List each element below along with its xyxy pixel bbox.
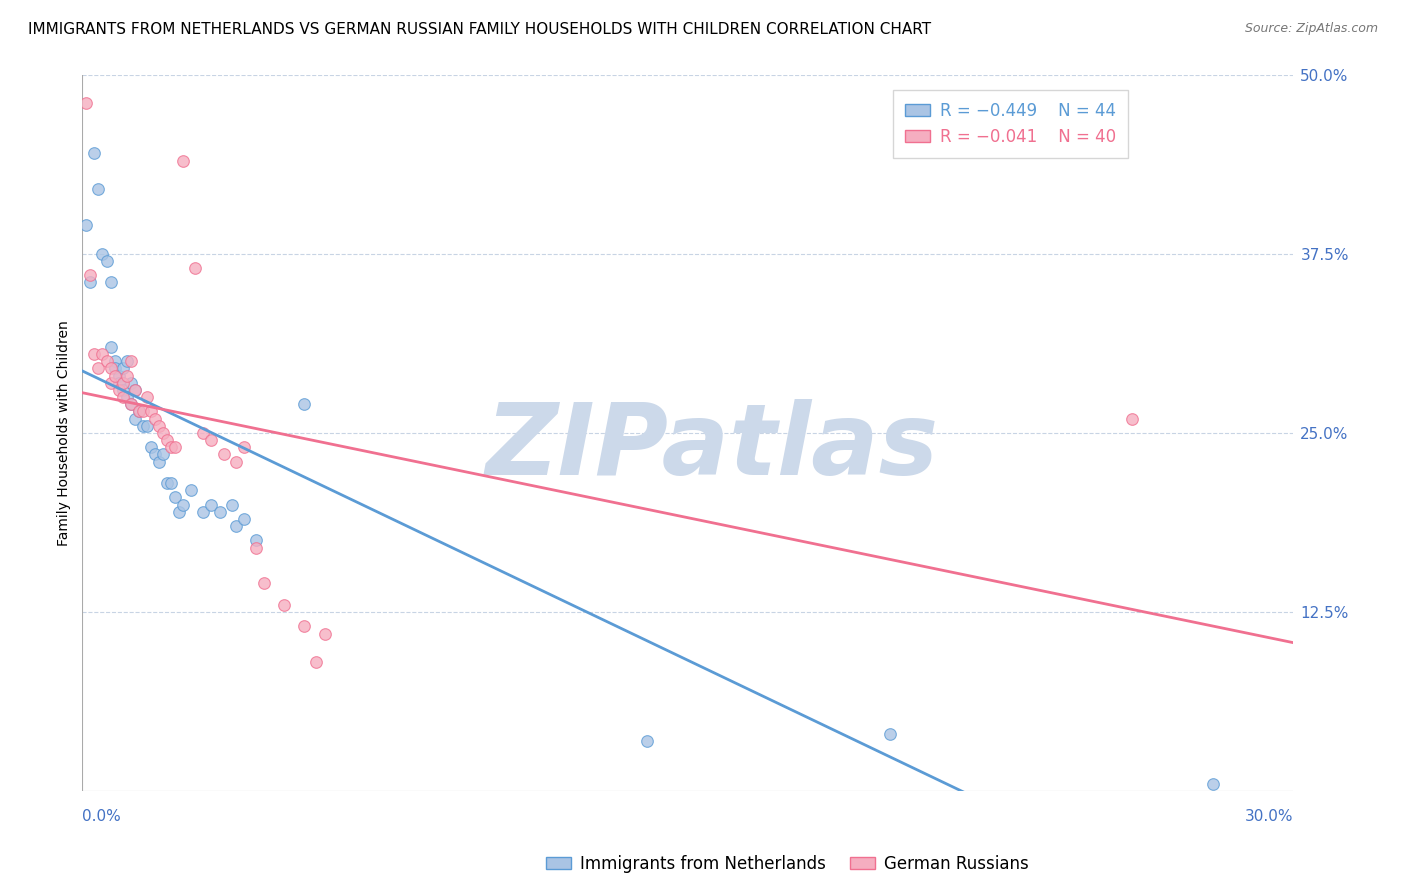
- Point: [83, 146, 105, 161]
- Point: [107, 383, 129, 397]
- Point: [87, 182, 110, 196]
- Point: [124, 383, 146, 397]
- Point: [200, 498, 222, 512]
- Point: [637, 734, 659, 748]
- Point: [148, 418, 170, 433]
- Point: [91, 246, 114, 260]
- Point: [128, 404, 150, 418]
- Point: [165, 491, 187, 505]
- Point: [100, 340, 122, 354]
- Point: [91, 347, 114, 361]
- Point: [120, 397, 142, 411]
- Point: [221, 498, 243, 512]
- Point: [148, 454, 170, 468]
- Point: [100, 361, 122, 376]
- Point: [245, 541, 267, 555]
- Point: [156, 433, 179, 447]
- Point: [143, 447, 166, 461]
- Point: [100, 276, 122, 290]
- Point: [143, 411, 166, 425]
- Point: [75, 218, 97, 232]
- Text: IMMIGRANTS FROM NETHERLANDS VS GERMAN RUSSIAN FAMILY HOUSEHOLDS WITH CHILDREN CO: IMMIGRANTS FROM NETHERLANDS VS GERMAN RU…: [28, 22, 931, 37]
- Point: [1121, 411, 1143, 425]
- Point: [111, 376, 134, 390]
- Point: [79, 276, 101, 290]
- Point: [128, 404, 150, 418]
- Point: [103, 361, 125, 376]
- Point: [115, 368, 138, 383]
- Point: [172, 498, 194, 512]
- Point: [245, 533, 267, 548]
- Point: [75, 96, 97, 111]
- Point: [1201, 777, 1223, 791]
- Point: [111, 390, 134, 404]
- Point: [180, 483, 202, 498]
- Point: [111, 383, 134, 397]
- Point: [160, 440, 183, 454]
- Point: [103, 368, 125, 383]
- Point: [212, 447, 235, 461]
- Point: [193, 505, 215, 519]
- Point: [292, 397, 315, 411]
- Point: [225, 519, 247, 533]
- Point: [273, 598, 295, 612]
- Point: [115, 390, 138, 404]
- Point: [305, 655, 328, 669]
- Point: [156, 476, 179, 491]
- Point: [314, 626, 336, 640]
- Point: [172, 153, 194, 168]
- Point: [107, 368, 129, 383]
- Point: [232, 440, 254, 454]
- Point: [292, 619, 315, 633]
- Point: [167, 505, 190, 519]
- Point: [96, 253, 118, 268]
- Point: [83, 347, 105, 361]
- Text: 0.0%: 0.0%: [83, 809, 121, 824]
- Point: [200, 433, 222, 447]
- Point: [135, 390, 157, 404]
- Point: [132, 418, 155, 433]
- Point: [120, 376, 142, 390]
- Point: [100, 376, 122, 390]
- Text: 30.0%: 30.0%: [1244, 809, 1294, 824]
- Point: [152, 447, 174, 461]
- Point: [96, 354, 118, 368]
- Point: [103, 354, 125, 368]
- Point: [879, 727, 901, 741]
- Point: [253, 576, 276, 591]
- Point: [124, 383, 146, 397]
- Point: [184, 261, 207, 276]
- Point: [139, 404, 162, 418]
- Point: [208, 505, 231, 519]
- Point: [132, 404, 155, 418]
- Legend: Immigrants from Netherlands, German Russians: Immigrants from Netherlands, German Russ…: [540, 848, 1035, 880]
- Point: [193, 425, 215, 440]
- Point: [107, 376, 129, 390]
- Point: [135, 418, 157, 433]
- Point: [120, 397, 142, 411]
- Y-axis label: Family Households with Children: Family Households with Children: [58, 320, 72, 546]
- Text: ZIPatlas: ZIPatlas: [485, 399, 939, 496]
- Point: [87, 361, 110, 376]
- Legend: R = −0.449    N = 44, R = −0.041    N = 40: R = −0.449 N = 44, R = −0.041 N = 40: [893, 90, 1128, 158]
- Point: [111, 361, 134, 376]
- Point: [225, 454, 247, 468]
- Point: [139, 440, 162, 454]
- Point: [232, 512, 254, 526]
- Point: [79, 268, 101, 283]
- Point: [115, 354, 138, 368]
- Point: [120, 354, 142, 368]
- Point: [165, 440, 187, 454]
- Point: [160, 476, 183, 491]
- Point: [152, 425, 174, 440]
- Text: Source: ZipAtlas.com: Source: ZipAtlas.com: [1244, 22, 1378, 36]
- Point: [124, 411, 146, 425]
